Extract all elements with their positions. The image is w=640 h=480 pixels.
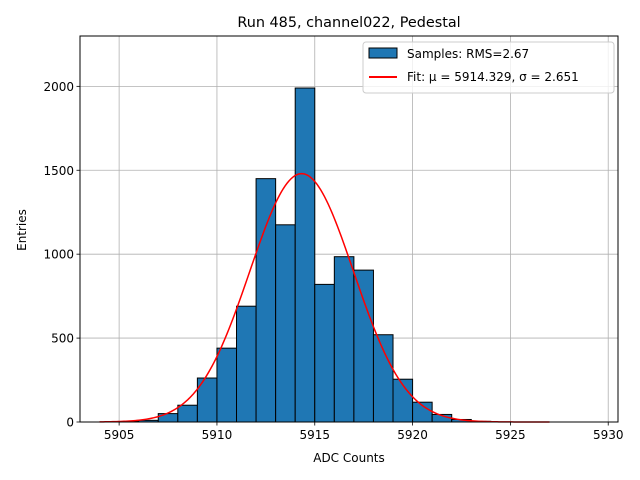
histogram-bar xyxy=(333,256,355,423)
fit-curve-layer xyxy=(99,172,550,423)
gaussian-fit-line xyxy=(99,172,550,423)
legend-swatch-samples xyxy=(368,47,398,59)
histogram-bar xyxy=(216,347,238,423)
legend-box xyxy=(362,41,615,94)
x-tick-label: 5905 xyxy=(104,428,135,442)
chart-title: Run 485, channel022, Pedestal xyxy=(237,15,460,31)
y-tick-label: 1500 xyxy=(43,164,74,178)
histogram-bar xyxy=(372,334,394,423)
histogram-bar xyxy=(255,178,277,423)
x-tick-label: 5925 xyxy=(495,428,526,442)
histogram-bar xyxy=(236,305,257,423)
legend: Samples: RMS=2.67 Fit: μ = 5914.329, σ =… xyxy=(362,41,615,94)
histogram-bar xyxy=(275,224,296,423)
histogram-bar xyxy=(353,269,374,423)
plot-frame xyxy=(79,35,619,423)
y-tick-label: 0 xyxy=(66,416,74,430)
histogram-bar xyxy=(294,87,316,423)
y-tick-label: 1000 xyxy=(43,248,74,262)
legend-label-samples: Samples: RMS=2.67 xyxy=(407,47,529,61)
y-axis-label: Entries xyxy=(15,209,29,251)
y-tick-label: 2000 xyxy=(43,80,74,94)
x-tick-label: 5920 xyxy=(397,428,428,442)
histogram-bars xyxy=(118,87,492,423)
y-tick-label: 500 xyxy=(51,332,74,346)
histogram-bar xyxy=(314,283,335,423)
histogram-bar xyxy=(177,404,198,423)
x-tick-label: 5910 xyxy=(202,428,233,442)
x-tick-label: 5930 xyxy=(593,428,624,442)
x-axis-label: ADC Counts xyxy=(313,451,385,465)
legend-label-fit: Fit: μ = 5914.329, σ = 2.651 xyxy=(407,70,579,84)
axis-ticks: 5905 5910 5915 5920 5925 5930 0 500 1000 1500 2000 xyxy=(43,80,623,442)
x-tick-label: 5915 xyxy=(299,428,330,442)
